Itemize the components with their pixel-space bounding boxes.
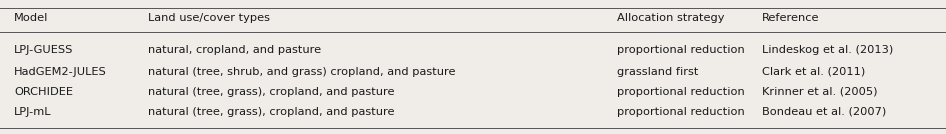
Text: Land use/cover types: Land use/cover types <box>148 13 270 23</box>
Text: natural (tree, grass), cropland, and pasture: natural (tree, grass), cropland, and pas… <box>148 87 394 97</box>
Text: natural (tree, shrub, and grass) cropland, and pasture: natural (tree, shrub, and grass) croplan… <box>148 67 456 77</box>
Text: proportional reduction: proportional reduction <box>617 45 745 55</box>
Text: proportional reduction: proportional reduction <box>617 107 745 117</box>
Text: ORCHIDEE: ORCHIDEE <box>14 87 73 97</box>
Text: LPJ-GUESS: LPJ-GUESS <box>14 45 74 55</box>
Text: Krinner et al. (2005): Krinner et al. (2005) <box>762 87 878 97</box>
Text: Model: Model <box>14 13 48 23</box>
Text: HadGEM2-JULES: HadGEM2-JULES <box>14 67 107 77</box>
Text: Clark et al. (2011): Clark et al. (2011) <box>762 67 866 77</box>
Text: Lindeskog et al. (2013): Lindeskog et al. (2013) <box>762 45 893 55</box>
Text: natural (tree, grass), cropland, and pasture: natural (tree, grass), cropland, and pas… <box>148 107 394 117</box>
Text: natural, cropland, and pasture: natural, cropland, and pasture <box>148 45 321 55</box>
Text: Reference: Reference <box>762 13 819 23</box>
Text: proportional reduction: proportional reduction <box>617 87 745 97</box>
Text: Allocation strategy: Allocation strategy <box>617 13 725 23</box>
Text: LPJ-mL: LPJ-mL <box>14 107 51 117</box>
Text: grassland first: grassland first <box>617 67 698 77</box>
Text: Bondeau et al. (2007): Bondeau et al. (2007) <box>762 107 886 117</box>
